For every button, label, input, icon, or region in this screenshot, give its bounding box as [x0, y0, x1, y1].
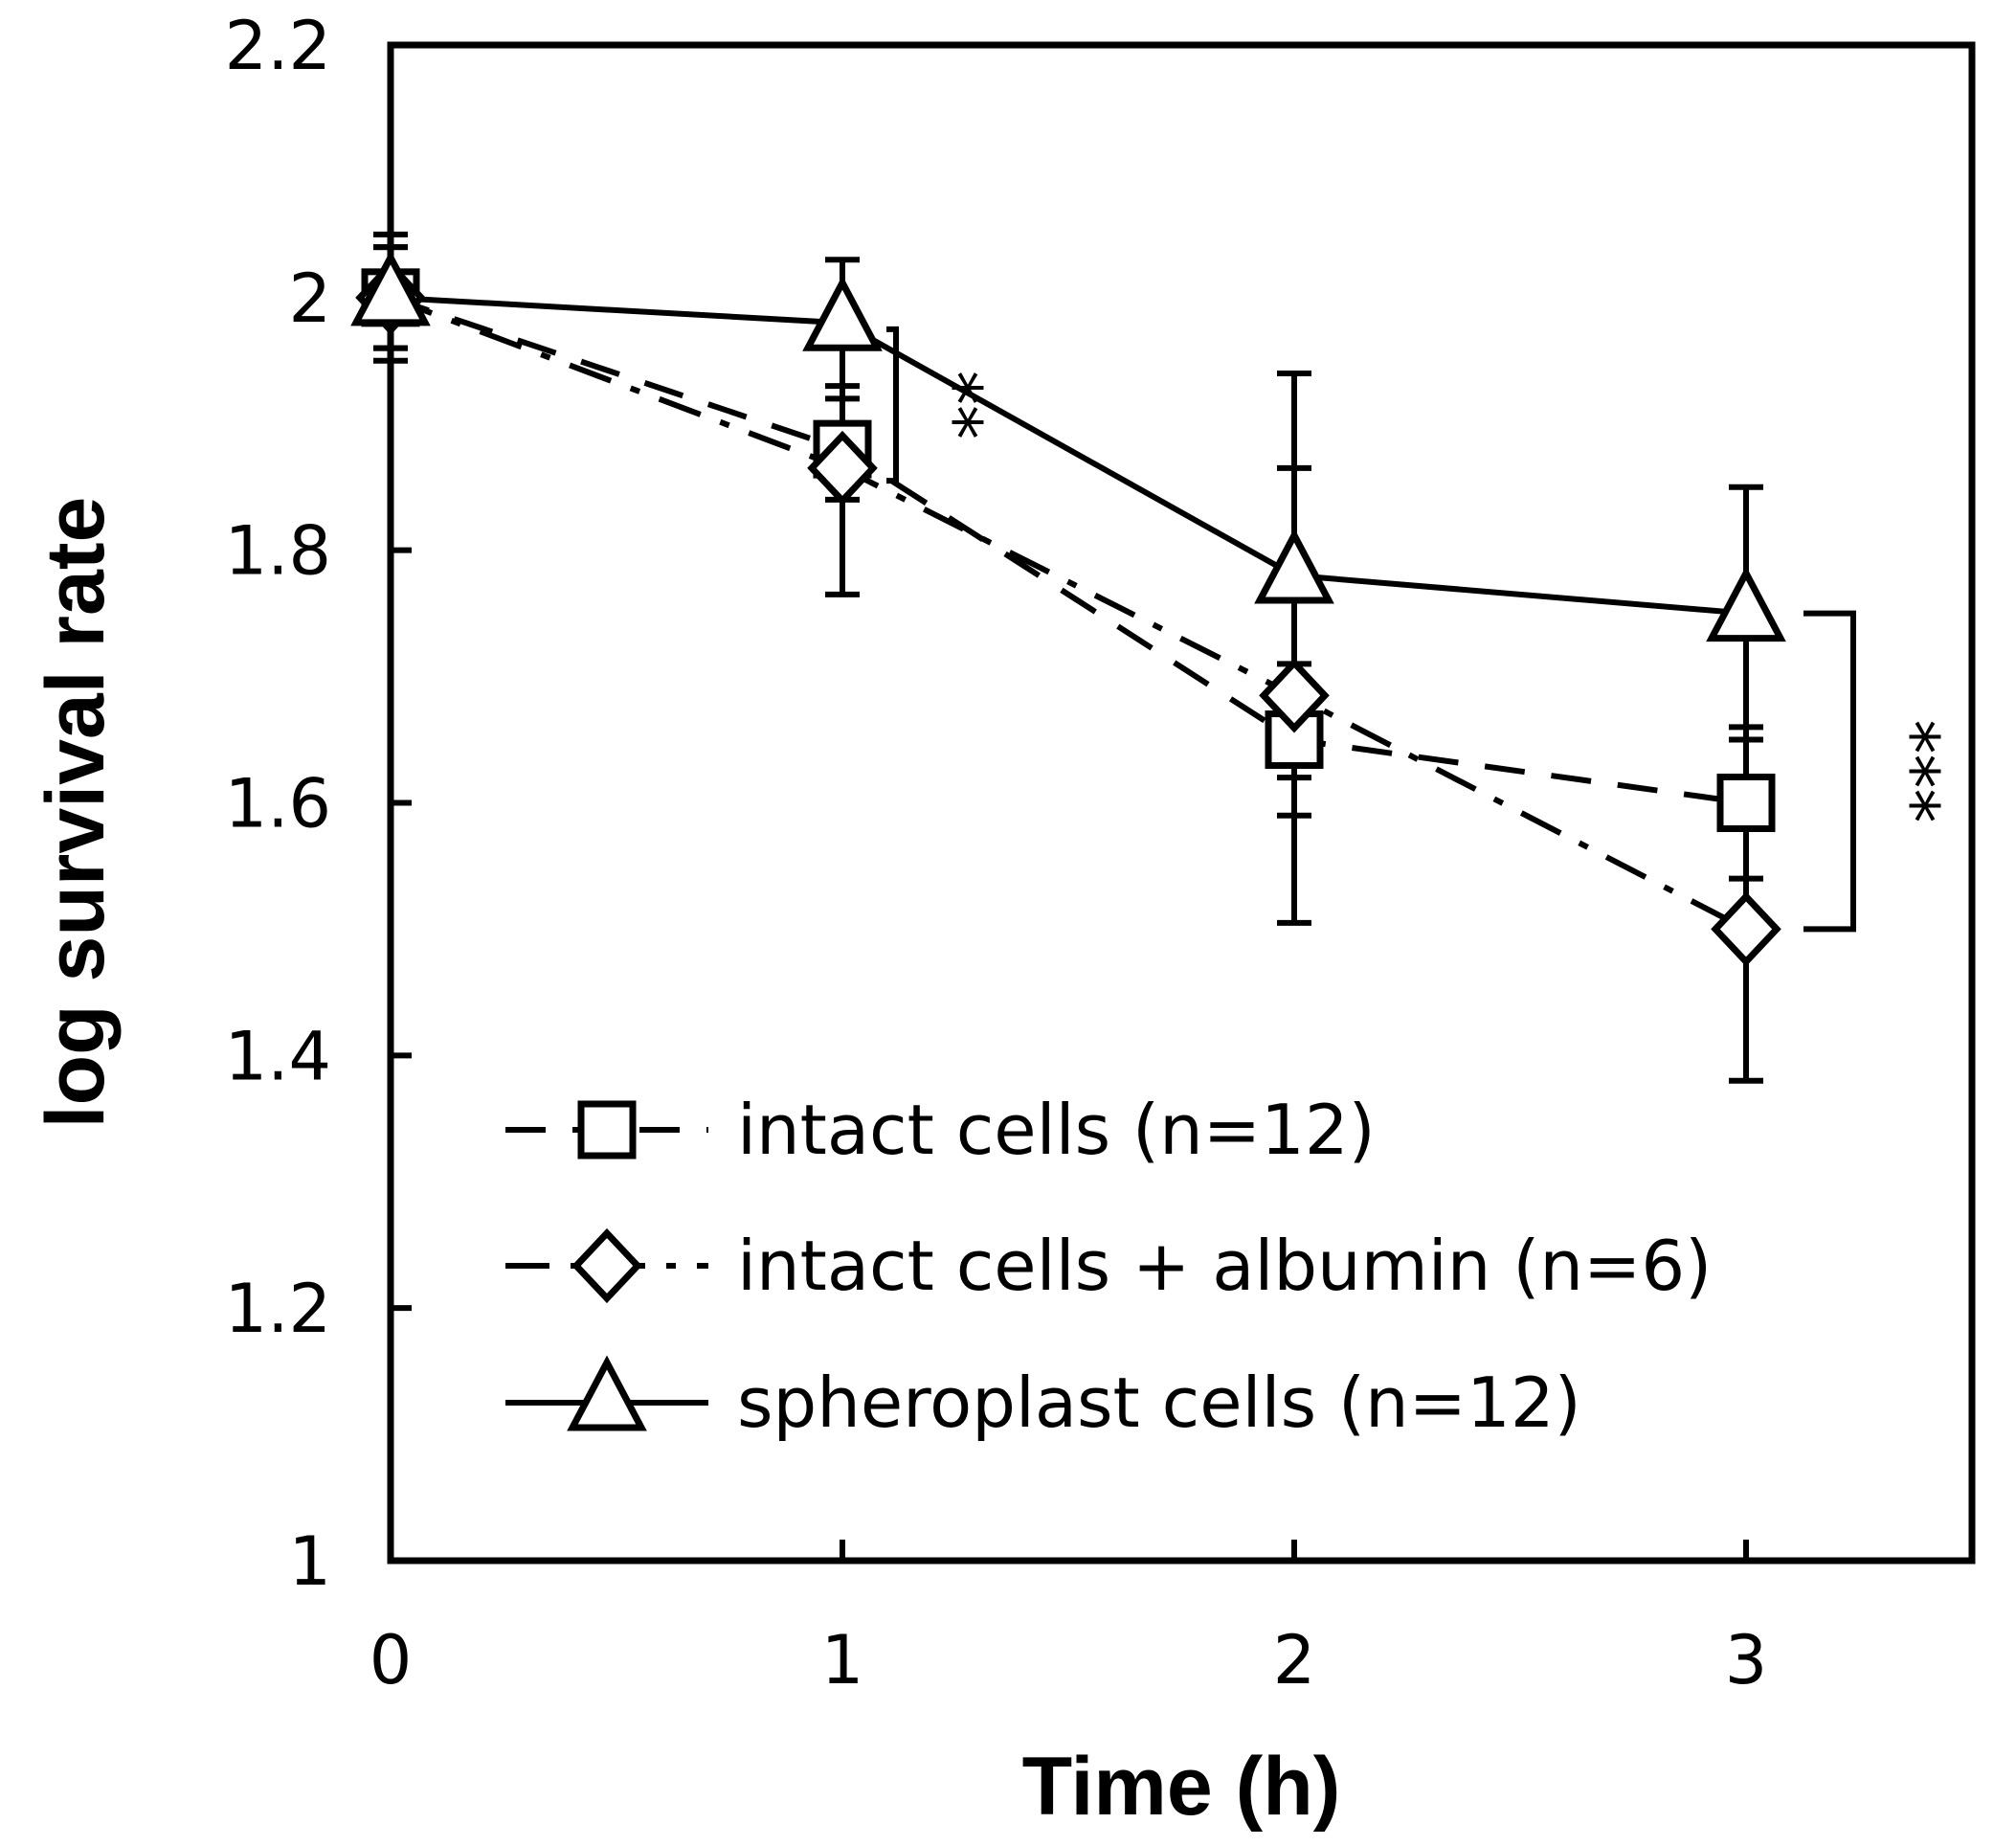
- series-layer: [350, 231, 1786, 1084]
- y-tick-label: 1: [288, 1522, 331, 1601]
- legend-label: spheroplast cells (n=12): [737, 1362, 1581, 1443]
- x-tick-label: 3: [1725, 1621, 1768, 1700]
- data-point: [802, 275, 883, 351]
- y-tick-label: 1.6: [225, 765, 331, 844]
- significance-bracket: [886, 326, 899, 484]
- data-point: [1716, 774, 1776, 832]
- data-point: [1711, 891, 1781, 967]
- data-point: [1254, 528, 1334, 604]
- x-tick-label: 2: [1273, 1621, 1316, 1700]
- legend-marker: [567, 1355, 647, 1431]
- legend: intact cells (n=12) intact cells + albumi…: [505, 1090, 1712, 1443]
- data-point: [807, 430, 878, 507]
- x-tick-label: 1: [821, 1621, 864, 1700]
- legend-label: intact cells (n=12): [737, 1090, 1376, 1170]
- legend-marker: [571, 1227, 642, 1304]
- significance-bracket: [1803, 610, 1856, 933]
- data-point: [1259, 658, 1330, 733]
- legend-marker: [577, 1100, 637, 1159]
- legend-item: intact cells + albumin (n=6): [505, 1226, 1712, 1306]
- y-tick-label: 1.2: [225, 1270, 331, 1348]
- y-tick-label: 1.8: [225, 512, 331, 591]
- legend-item: spheroplast cells (n=12): [505, 1355, 1581, 1443]
- series-line: [389, 295, 1748, 933]
- significance-label: ***: [1873, 720, 1954, 823]
- data-point: [1706, 566, 1786, 642]
- annotation-layer: *****: [886, 326, 1954, 933]
- y-tick-label: 2: [288, 259, 331, 338]
- x-tick-label: 0: [370, 1621, 413, 1700]
- legend-label: intact cells + albumin (n=6): [737, 1226, 1712, 1306]
- data-point: [350, 250, 431, 326]
- axes-layer: 11.21.41.61.822.20 1 2 3: [225, 7, 1976, 1700]
- legend-item: intact cells (n=12): [505, 1090, 1376, 1170]
- y-tick-label: 2.2: [225, 7, 331, 85]
- y-axis-title: log survival rate: [30, 497, 122, 1129]
- series-line: [390, 294, 1747, 806]
- x-axis-title: Time (h): [1022, 1741, 1341, 1833]
- y-tick-label: 1.4: [225, 1017, 331, 1095]
- significance-label: **: [916, 371, 997, 439]
- series-line: [390, 294, 1747, 617]
